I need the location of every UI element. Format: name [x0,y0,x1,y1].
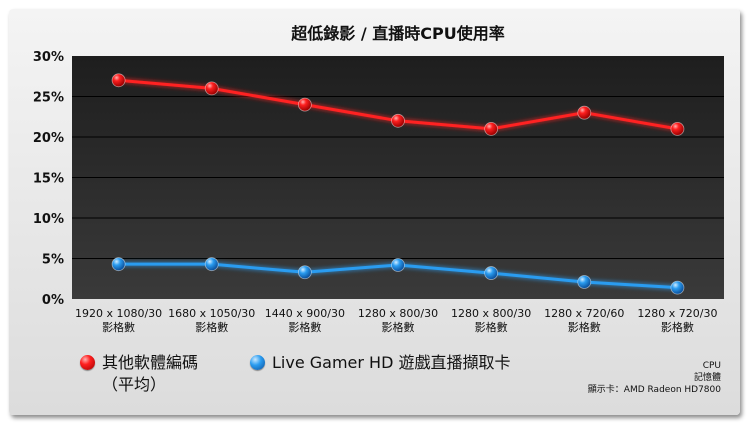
x-tick-label: 1280 x 720/60 影格數 [544,307,624,334]
x-tick-label: 1680 x 1050/30 影格數 [168,307,255,334]
x-tick-label: 1920 x 1080/30 影格數 [75,307,162,334]
data-point [670,121,685,136]
legend: 其他軟體編碼 （平均） Live Gamer HD 遊戲直播擷取卡 [80,352,600,402]
legend-label-livegamer: Live Gamer HD 遊戲直播擷取卡 [272,353,511,372]
red-dot-icon [80,355,95,370]
y-tick-label: 30% [33,50,64,65]
data-point [577,275,592,289]
data-point [391,258,405,272]
y-axis: 0% 5% 10% 15% 20% 25% 30% [33,50,64,308]
y-tick-label: 5% [42,253,64,268]
gridlines [72,96,724,259]
data-point [484,121,499,136]
y-tick-label: 25% [33,91,64,106]
blue-dot-icon [250,355,265,370]
data-point [391,113,405,128]
x-tick-label: 1280 x 800/30 影格數 [358,307,438,334]
data-point [204,81,219,96]
data-point [111,257,126,272]
spec-notes: CPU 記憶體 顯示卡：AMD Radeon HD7800 [588,360,721,396]
data-point [577,105,592,120]
data-point [670,280,685,295]
spec-note: 記憶體 [693,373,721,383]
y-tick-label: 10% [33,212,64,227]
y-tick-label: 20% [33,131,64,146]
legend-label-line: 其他軟體編碼 [102,353,199,372]
x-tick-label: 1440 x 900/30 影格數 [265,307,345,334]
x-tick-label: 1280 x 800/30 影格數 [451,307,531,334]
legend-item-livegamer: Live Gamer HD 遊戲直播擷取卡 [250,352,511,374]
data-point [297,97,312,112]
data-point [297,265,312,280]
chart-title: 超低錄影 / 直播時CPU使用率 [290,24,504,43]
data-point [204,257,219,272]
data-point [111,73,126,88]
x-tick-label: 1280 x 720/30 影格數 [637,307,717,334]
legend-label-line: （平均） [102,375,167,394]
y-tick-label: 0% [42,293,64,308]
data-point [484,266,499,280]
legend-label-software: 其他軟體編碼 （平均） [102,352,198,396]
legend-item-software: 其他軟體編碼 （平均） [80,352,198,396]
series-layer [111,73,685,295]
spec-note: CPU [702,361,721,371]
spec-note: 顯示卡：AMD Radeon HD7800 [587,385,721,395]
y-tick-label: 15% [33,172,64,187]
